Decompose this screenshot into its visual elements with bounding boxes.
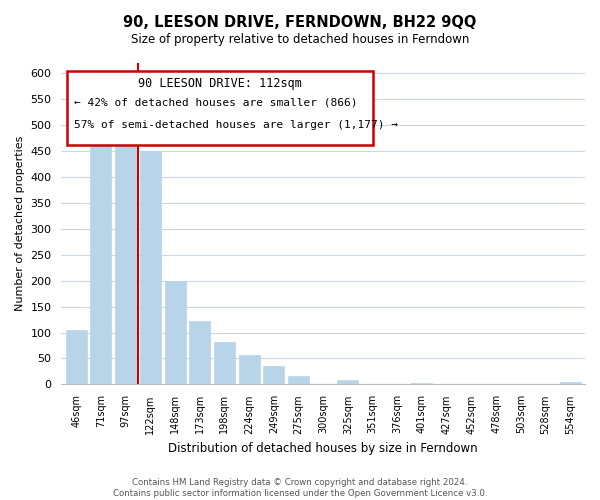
Bar <box>263 366 284 384</box>
Y-axis label: Number of detached properties: Number of detached properties <box>15 136 25 311</box>
FancyBboxPatch shape <box>67 70 373 144</box>
Text: Contains HM Land Registry data © Crown copyright and database right 2024.
Contai: Contains HM Land Registry data © Crown c… <box>113 478 487 498</box>
Text: Size of property relative to detached houses in Ferndown: Size of property relative to detached ho… <box>131 32 469 46</box>
X-axis label: Distribution of detached houses by size in Ferndown: Distribution of detached houses by size … <box>169 442 478 455</box>
Bar <box>214 342 235 384</box>
Bar <box>66 330 87 384</box>
Bar <box>560 382 581 384</box>
Text: ← 42% of detached houses are smaller (866): ← 42% of detached houses are smaller (86… <box>74 98 358 108</box>
Bar <box>91 132 112 384</box>
Bar <box>337 380 358 384</box>
Text: 90 LEESON DRIVE: 112sqm: 90 LEESON DRIVE: 112sqm <box>138 77 302 90</box>
Bar <box>239 355 260 384</box>
Bar <box>140 151 161 384</box>
Text: 57% of semi-detached houses are larger (1,177) →: 57% of semi-detached houses are larger (… <box>74 120 398 130</box>
Bar <box>164 280 185 384</box>
Bar <box>115 132 136 384</box>
Bar <box>412 383 433 384</box>
Bar <box>189 320 210 384</box>
Bar <box>288 376 309 384</box>
Text: 90, LEESON DRIVE, FERNDOWN, BH22 9QQ: 90, LEESON DRIVE, FERNDOWN, BH22 9QQ <box>124 15 476 30</box>
